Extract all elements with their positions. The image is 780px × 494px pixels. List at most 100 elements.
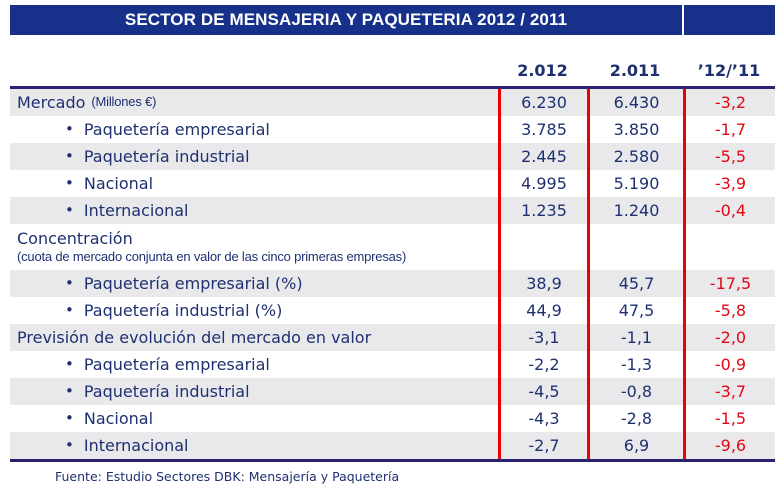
value-2012: -4,5 [498, 378, 587, 405]
row-label: Nacional [83, 173, 154, 193]
row-label-cell: • Paquetería empresarial [10, 351, 498, 378]
bullet-icon: • [65, 120, 74, 139]
table-row: • Paquetería industrial 2.445 2.580 -5,5 [10, 143, 775, 170]
row-label-cell: • Paquetería empresarial [10, 116, 498, 143]
bullet-icon: • [65, 409, 74, 428]
value-2011: 6.430 [587, 89, 683, 116]
value-2012: -2,7 [498, 432, 587, 459]
value-2012: 3.785 [498, 116, 587, 143]
value-2011: 5.190 [587, 170, 683, 197]
bullet-icon: • [65, 147, 74, 166]
column-header-variation: ’12/’11 [697, 60, 761, 80]
bullet-icon: • [65, 301, 74, 320]
value-2011 [587, 224, 683, 270]
value-2011: -2,8 [587, 405, 683, 432]
page-title: SECTOR DE MENSAJERIA Y PAQUETERIA 2012 /… [124, 10, 568, 29]
value-2012: 2.445 [498, 143, 587, 170]
value-2011: 3.850 [587, 116, 683, 143]
title-bar-divider [682, 5, 684, 35]
value-variation: -5,5 [683, 143, 775, 170]
value-2012: 4.995 [498, 170, 587, 197]
value-variation: -3,7 [683, 378, 775, 405]
column-header-2012: 2.012 [517, 60, 568, 80]
bullet-icon: • [65, 274, 74, 293]
value-variation: -2,0 [683, 324, 775, 351]
row-label-cell: • Nacional [10, 170, 498, 197]
value-2012: -2,2 [498, 351, 587, 378]
row-label: Paquetería empresarial [83, 354, 270, 374]
source-note: Fuente: Estudio Sectores DBK: Mensajería… [55, 469, 400, 484]
value-2012: 38,9 [498, 270, 587, 297]
table-row: Concentración (cuota de mercado conjunta … [10, 224, 775, 270]
value-2012: 44,9 [498, 297, 587, 324]
row-label-cell: • Internacional [10, 432, 498, 459]
table-row: • Internacional 1.235 1.240 -0,4 [10, 197, 775, 224]
row-label-cell: Previsión de evolución del mercado en va… [10, 324, 498, 351]
value-2011: -1,1 [587, 324, 683, 351]
value-variation: -5,8 [683, 297, 775, 324]
value-2011: -0,8 [587, 378, 683, 405]
value-variation: -17,5 [683, 270, 775, 297]
row-sublabel: (cuota de mercado conjunta en valor de l… [17, 248, 407, 264]
value-variation: -0,9 [683, 351, 775, 378]
value-variation: -3,9 [683, 170, 775, 197]
value-2011: 45,7 [587, 270, 683, 297]
value-2011: -1,3 [587, 351, 683, 378]
value-variation: -0,4 [683, 197, 775, 224]
value-2012: 6.230 [498, 89, 587, 116]
table-row: • Paquetería industrial (%) 44,9 47,5 -5,8 [10, 297, 775, 324]
table-row: • Nacional -4,3 -2,8 -1,5 [10, 405, 775, 432]
row-label: Previsión de evolución del mercado en va… [17, 327, 372, 347]
bullet-icon: • [65, 355, 74, 374]
value-2012 [498, 224, 587, 270]
row-label: Paquetería industrial (%) [83, 300, 283, 320]
value-variation: -1,5 [683, 405, 775, 432]
table-row: • Nacional 4.995 5.190 -3,9 [10, 170, 775, 197]
row-label: Nacional [83, 408, 154, 428]
column-header-2011: 2.011 [609, 60, 661, 80]
row-label-cell: • Internacional [10, 197, 498, 224]
row-label-cell: • Paquetería industrial [10, 143, 498, 170]
row-label-cell: • Nacional [10, 405, 498, 432]
row-label: Internacional [83, 435, 189, 455]
bullet-icon: • [65, 382, 74, 401]
bullet-icon: • [65, 201, 74, 220]
title-bar: SECTOR DE MENSAJERIA Y PAQUETERIA 2012 /… [10, 5, 775, 35]
row-label-cell: • Paquetería industrial (%) [10, 297, 498, 324]
table-row: • Paquetería empresarial (%) 38,9 45,7 -17,5 [10, 270, 775, 297]
row-label-unit: (Millones €) [91, 94, 157, 110]
table-row: Previsión de evolución del mercado en va… [10, 324, 775, 351]
row-label-cell: • Paquetería industrial [10, 378, 498, 405]
table-row: • Paquetería empresarial 3.785 3.850 -1,7 [10, 116, 775, 143]
value-2011: 2.580 [587, 143, 683, 170]
value-variation: -1,7 [683, 116, 775, 143]
value-variation: -3,2 [683, 89, 775, 116]
value-variation: -9,6 [683, 432, 775, 459]
table-row: • Internacional -2,7 6,9 -9,6 [10, 432, 775, 459]
data-table: Mercado (Millones €) 6.230 6.430 -3,2 • Paquet… [10, 86, 775, 462]
value-2012: -4,3 [498, 405, 587, 432]
value-2012: 1.235 [498, 197, 587, 224]
row-label: Paquetería industrial [83, 146, 250, 166]
table-row: • Paquetería industrial -4,5 -0,8 -3,7 [10, 378, 775, 405]
column-header-row: 2.012 2.011 ’12/’11 [10, 56, 775, 84]
title-bar-right-section [684, 5, 775, 35]
value-2011: 6,9 [587, 432, 683, 459]
table-row: Mercado (Millones €) 6.230 6.430 -3,2 [10, 89, 775, 116]
row-label: Paquetería empresarial (%) [83, 273, 303, 293]
row-label: Internacional [83, 200, 189, 220]
bullet-icon: • [65, 174, 74, 193]
row-label-cell: Concentración (cuota de mercado conjunta … [10, 224, 498, 270]
row-label: Paquetería empresarial [83, 119, 270, 139]
row-label-cell: • Paquetería empresarial (%) [10, 270, 498, 297]
value-2011: 47,5 [587, 297, 683, 324]
table-row: • Paquetería empresarial -2,2 -1,3 -0,9 [10, 351, 775, 378]
row-label: Mercado [17, 92, 86, 112]
row-label-cell: Mercado (Millones €) [10, 89, 498, 116]
value-2011: 1.240 [587, 197, 683, 224]
bullet-icon: • [65, 436, 74, 455]
row-label: Concentración [17, 228, 133, 248]
value-variation [683, 224, 775, 270]
row-label: Paquetería industrial [83, 381, 250, 401]
